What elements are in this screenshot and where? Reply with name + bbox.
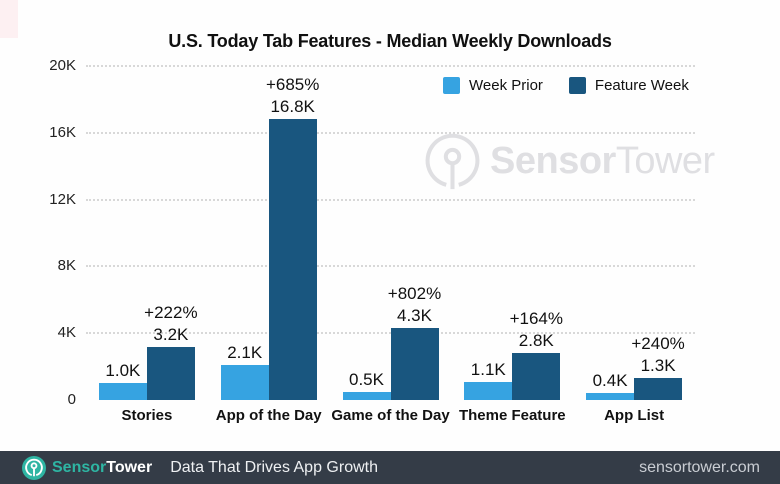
pct-label-1: +685% [265, 75, 320, 95]
y-axis-label-16K: 16K [49, 123, 76, 141]
legend-label-feature-week: Feature Week [594, 77, 689, 94]
pct-label-0: +222% [144, 302, 198, 322]
category-label-0: Stories [121, 407, 173, 424]
category-label-1: App of the Day [215, 407, 322, 424]
y-axis-label-0: 0 [67, 391, 76, 408]
bar-feature-week-1 [268, 119, 317, 400]
pct-label-2: +802% [387, 284, 442, 304]
value-label-feature-week-4: 1.3K [640, 356, 676, 376]
gridline-12K [86, 198, 695, 201]
value-label-feature-week-1: 16.8K [270, 97, 315, 117]
chart-legend: Week Prior Feature Week [443, 77, 689, 94]
footer-brand-sensor: Sensor [52, 458, 107, 476]
legend-item-feature-week: Feature Week [568, 77, 689, 94]
y-axis-label-20K: 20K [49, 57, 76, 74]
legend-item-week-prior: Week Prior [443, 77, 543, 94]
gridline-20K [86, 65, 695, 67]
bar-feature-week-3 [512, 353, 561, 400]
pct-label-3: +164% [509, 309, 563, 329]
legend-label-week-prior: Week Prior [469, 77, 543, 94]
category-label-2: Game of the Day [331, 407, 450, 424]
value-label-week-prior-2: 0.5K [349, 369, 384, 389]
bar-week-prior-0 [98, 383, 147, 400]
value-label-feature-week-0: 3.2K [153, 324, 189, 344]
footer-bar: SensorTower Data That Drives App Growth … [0, 451, 780, 484]
legend-swatch-feature-week [568, 77, 586, 94]
footer-logo-icon [22, 455, 46, 480]
category-label-4: App List [604, 407, 665, 424]
bar-week-prior-4 [586, 393, 635, 400]
value-label-feature-week-3: 2.8K [518, 331, 554, 351]
footer-brand: SensorTower [52, 459, 152, 477]
bar-week-prior-2 [342, 391, 391, 400]
pct-label-4: +240% [631, 334, 685, 354]
value-label-feature-week-2: 4.3K [397, 306, 432, 326]
footer-url: sensortower.com [639, 458, 760, 476]
value-label-week-prior-4: 0.4K [592, 371, 628, 391]
gridline-8K [86, 265, 695, 268]
value-label-week-prior-1: 2.1K [227, 342, 263, 362]
bar-feature-week-4 [634, 378, 683, 400]
category-label-3: Theme Feature [458, 407, 566, 424]
y-axis-label-12K: 12K [49, 190, 76, 208]
bar-week-prior-3 [464, 381, 513, 400]
footer-tagline: Data That Drives App Growth [170, 458, 378, 476]
value-label-week-prior-0: 1.0K [105, 361, 141, 381]
y-axis-label-4K: 4K [57, 324, 76, 342]
chart-title: U.S. Today Tab Features - Median Weekly … [168, 31, 612, 52]
bar-week-prior-1 [220, 364, 269, 400]
bar-feature-week-0 [146, 346, 195, 400]
screen-edge-artifact [0, 0, 18, 38]
bar-feature-week-2 [390, 328, 439, 400]
legend-swatch-week-prior [443, 77, 460, 94]
gridline-16K [86, 131, 695, 134]
value-label-week-prior-3: 1.1K [470, 359, 506, 379]
y-axis-label-8K: 8K [57, 257, 76, 275]
footer-brand-tower: Tower [106, 458, 153, 476]
